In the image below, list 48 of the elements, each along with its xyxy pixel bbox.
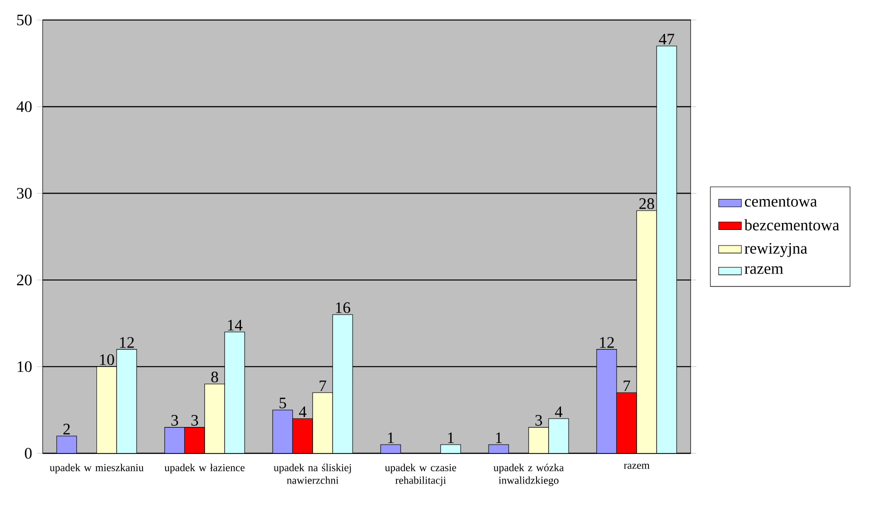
bar <box>56 436 77 454</box>
data-label: 12 <box>600 337 614 348</box>
data-label: 2 <box>63 424 70 434</box>
bar <box>548 418 569 454</box>
legend-label: razem <box>744 266 784 274</box>
data-label: 1 <box>496 432 502 444</box>
y-tick-label: 50 <box>17 14 32 26</box>
data-label: 3 <box>535 414 542 426</box>
data-label: 5 <box>280 398 286 408</box>
data-label: 14 <box>228 320 242 330</box>
x-tick-label: upadek z wózka inwalidzkiego <box>494 464 564 486</box>
data-label: 4 <box>298 406 306 418</box>
bar <box>656 46 677 454</box>
bar <box>224 332 245 454</box>
y-tick-label: 0 <box>24 448 32 459</box>
x-tick-label: upadek w mieszkaniu <box>50 464 144 474</box>
data-label: 8 <box>211 372 218 382</box>
data-label: 28 <box>639 198 654 210</box>
legend-label: rewizyjna <box>744 242 808 258</box>
bar <box>596 349 617 454</box>
bar <box>164 427 185 454</box>
x-tick-label: upadek na śliskiej nawierzchni <box>274 464 351 484</box>
x-tick-label: razem <box>624 464 650 469</box>
bar <box>272 410 293 454</box>
y-tick-label: 30 <box>17 188 32 199</box>
data-label: 1 <box>448 432 454 444</box>
y-tick-label: 20 <box>16 274 32 286</box>
data-label: 1 <box>388 432 394 444</box>
x-tick-label: upadek w czasie rehabilitacji <box>384 464 456 486</box>
legend-label: bezcementowa <box>744 219 840 230</box>
data-label: 3 <box>191 414 198 426</box>
y-tick-label: 40 <box>16 101 32 112</box>
bar <box>116 349 137 454</box>
bar <box>488 444 509 454</box>
x-tick-label: upadek w łazience <box>164 464 245 474</box>
legend-label: cementowa <box>744 198 817 207</box>
data-label: 7 <box>320 380 326 392</box>
y-tick-label: 10 <box>18 361 32 372</box>
data-label: 12 <box>120 337 134 348</box>
data-label: 16 <box>336 302 350 314</box>
bar <box>440 444 461 454</box>
bar <box>332 314 353 454</box>
data-label: 47 <box>658 34 674 44</box>
data-label: 7 <box>624 380 630 392</box>
data-label: 4 <box>554 406 562 418</box>
data-label: 3 <box>171 414 178 426</box>
bar <box>380 444 401 454</box>
data-label: 10 <box>100 354 114 366</box>
